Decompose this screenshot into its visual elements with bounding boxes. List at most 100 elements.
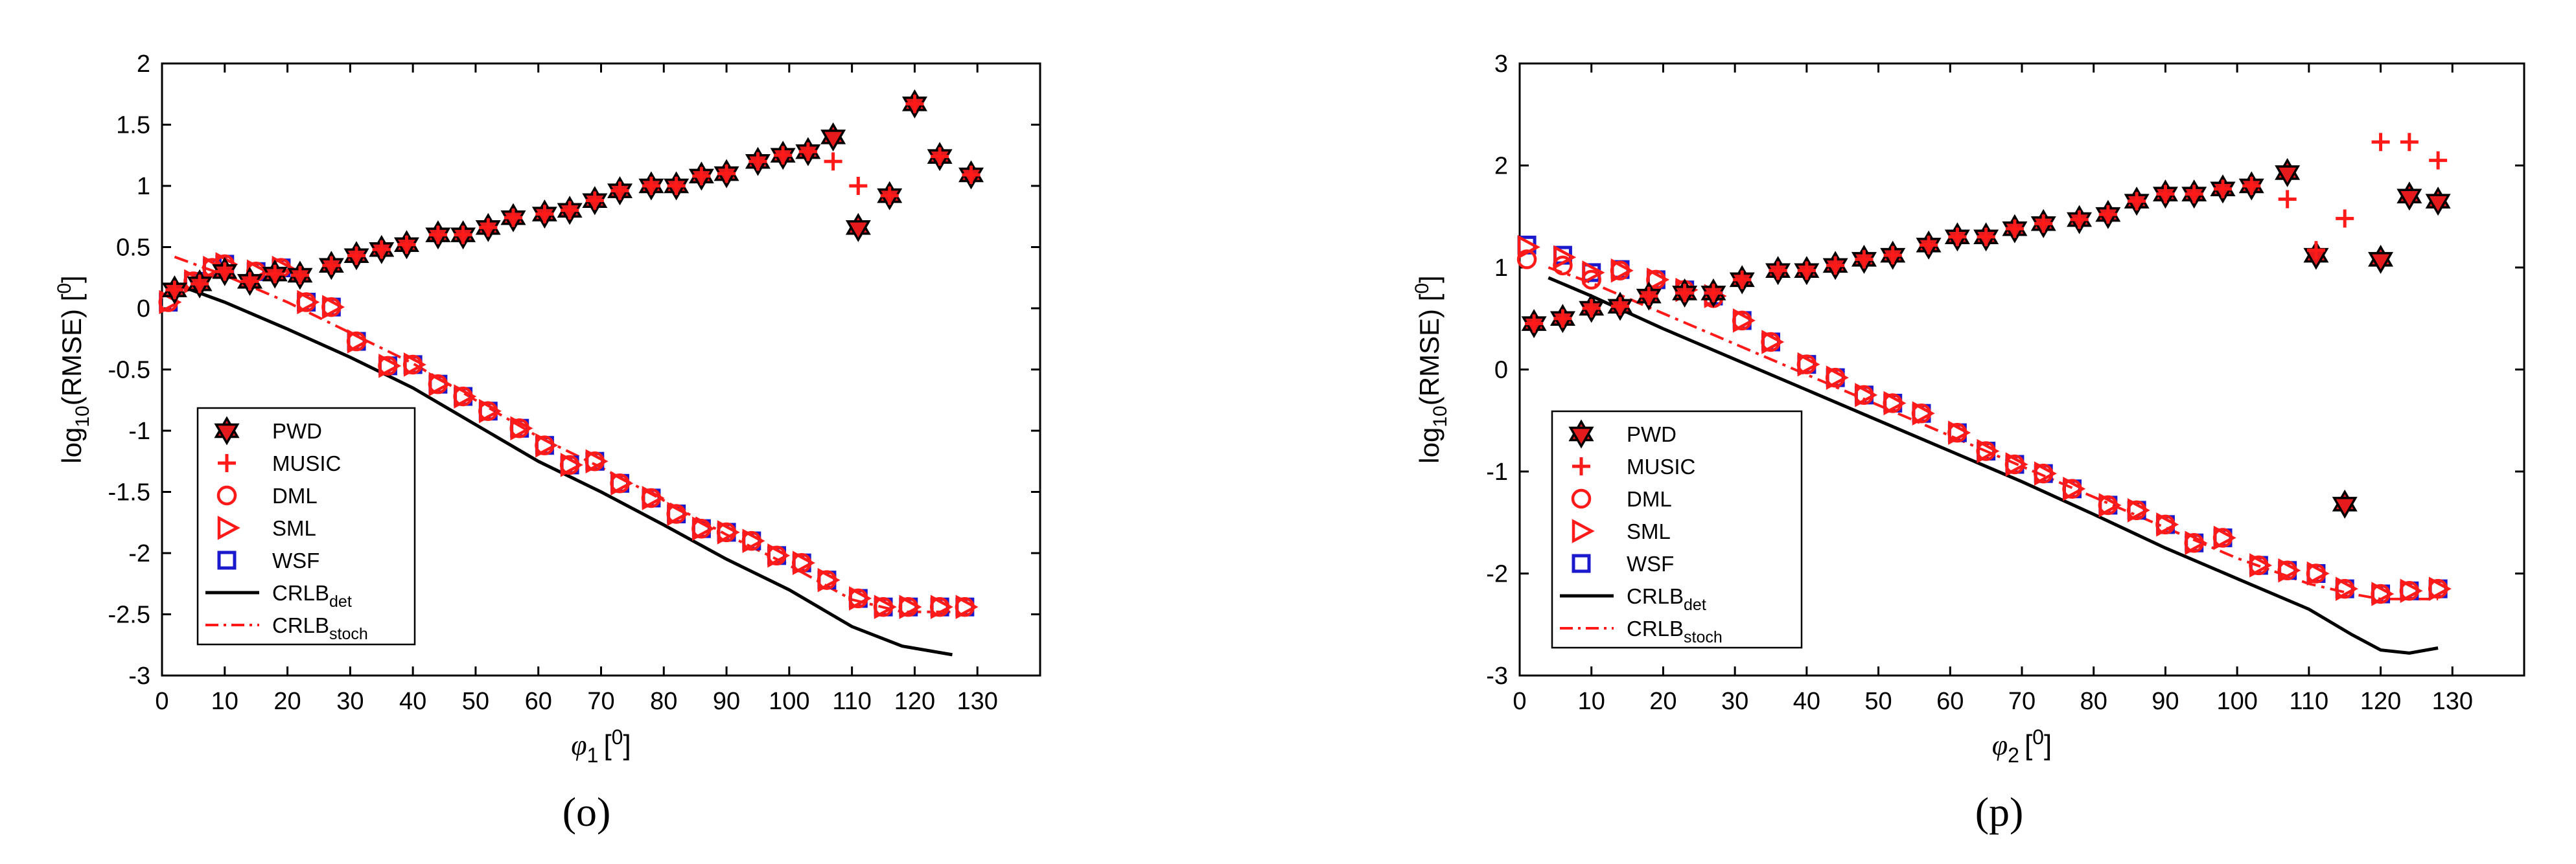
y-tick-label: 2: [1494, 153, 1508, 180]
y-tick-label: -1.5: [108, 479, 150, 506]
point-dml: [346, 331, 367, 352]
point-music: [642, 177, 660, 195]
x-tick-label: 70: [587, 688, 614, 715]
point-dml: [1646, 269, 1666, 290]
point-music: [798, 142, 817, 161]
point-dml: [848, 588, 868, 609]
point-music: [2278, 190, 2297, 209]
point-music: [610, 181, 629, 200]
point-dml: [898, 597, 918, 617]
x-tick-label: 90: [713, 688, 740, 715]
legend-swatch: [1568, 419, 1594, 449]
y-tick-label: 1: [137, 173, 150, 200]
panel-1: 0 10 20 30 40 50 60 70 80 90 100 110 120 130 -3 -2 -1 0 1 2…: [1411, 51, 2525, 835]
point-dml: [2249, 555, 2269, 576]
point-music: [535, 205, 554, 223]
point-music: [1733, 270, 1752, 289]
x-tick-label: 30: [336, 688, 364, 715]
point-dml: [402, 354, 423, 375]
y-tick-label: -2: [128, 540, 150, 567]
legend-swatch: [1572, 554, 1591, 573]
point-music: [2371, 133, 2390, 152]
point-music: [1977, 227, 1995, 246]
point-dml: [535, 435, 555, 455]
y-axis-label: log10(RMSE) [0]: [54, 275, 93, 463]
x-tick-label: 80: [650, 688, 677, 715]
point-music: [1920, 236, 1938, 255]
point-music: [165, 280, 184, 299]
point-music: [2214, 179, 2232, 198]
series-dml: [1516, 249, 2448, 604]
point-music: [1525, 314, 1544, 333]
legend-label: MUSIC: [1627, 455, 1695, 479]
y-tick-label: -1: [128, 418, 150, 445]
point-music: [849, 177, 868, 195]
point-dml: [453, 386, 473, 407]
point-sml: [1582, 260, 1605, 285]
y-tick-label: 3: [1494, 51, 1508, 78]
point-dml: [585, 451, 605, 472]
y-tick-label: 1: [1494, 255, 1508, 282]
x-tick-label: 40: [1793, 688, 1820, 715]
legend-label: SML: [1627, 519, 1671, 543]
point-music: [1611, 297, 1629, 315]
point-dml: [1796, 354, 1817, 374]
legend-swatch: [1571, 488, 1592, 509]
x-tick-label: 100: [2216, 688, 2257, 715]
series-dml: [158, 254, 975, 617]
point-music: [667, 177, 686, 195]
legend-swatch: [216, 485, 237, 506]
legend-label: DML: [1627, 487, 1672, 511]
point-dml: [509, 418, 529, 438]
point-dml: [559, 455, 580, 475]
point-dml: [428, 374, 448, 394]
point-music: [1826, 256, 1845, 275]
point-dml: [2399, 581, 2420, 601]
point-music: [717, 165, 736, 183]
legend-label: WSF: [272, 549, 319, 573]
point-music: [1582, 299, 1601, 317]
x-tick-label: 50: [1864, 688, 1892, 715]
x-tick-label: 20: [273, 688, 301, 715]
point-music: [748, 152, 767, 171]
point-dml: [1825, 367, 1846, 388]
point-music: [2336, 209, 2354, 228]
x-tick-label: 110: [832, 688, 872, 715]
point-music: [2128, 192, 2146, 210]
point-dml: [873, 597, 894, 617]
x-tick-label: 40: [399, 688, 426, 715]
legend-label: PWD: [1627, 422, 1677, 446]
series-music: [165, 95, 981, 299]
point-music: [561, 201, 579, 220]
y-tick-label: -1: [1486, 459, 1508, 486]
x-tick-label: 0: [1513, 688, 1526, 715]
point-pwd: [2396, 181, 2422, 211]
point-dml: [1761, 332, 1781, 352]
x-tick-label: 60: [1936, 688, 1964, 715]
point-music: [454, 225, 472, 244]
point-pwd: [2368, 244, 2394, 274]
series-line-crlb-det: [1548, 276, 2439, 655]
point-music: [962, 165, 981, 184]
point-music: [1640, 287, 1658, 306]
point-dml: [2277, 560, 2297, 581]
x-tick-label: 90: [2152, 688, 2179, 715]
legend-label: DML: [272, 484, 318, 508]
point-music: [2034, 214, 2053, 233]
point-music: [191, 275, 209, 293]
x-tick-label: 120: [894, 688, 935, 715]
point-dml: [1610, 260, 1630, 280]
x-tick-label: 60: [525, 688, 552, 715]
legend-label: CRLBdet: [1627, 584, 1706, 614]
legend-label: PWD: [272, 419, 322, 443]
x-axis-label: φ1 [0]: [571, 725, 631, 767]
legend-swatch: [1572, 457, 1590, 475]
point-pwd: [845, 212, 871, 242]
point-music: [240, 272, 259, 291]
point-dml: [2033, 463, 2054, 484]
point-dml: [1976, 441, 1996, 461]
point-music: [290, 266, 309, 284]
x-tick-label: 130: [2432, 688, 2473, 715]
